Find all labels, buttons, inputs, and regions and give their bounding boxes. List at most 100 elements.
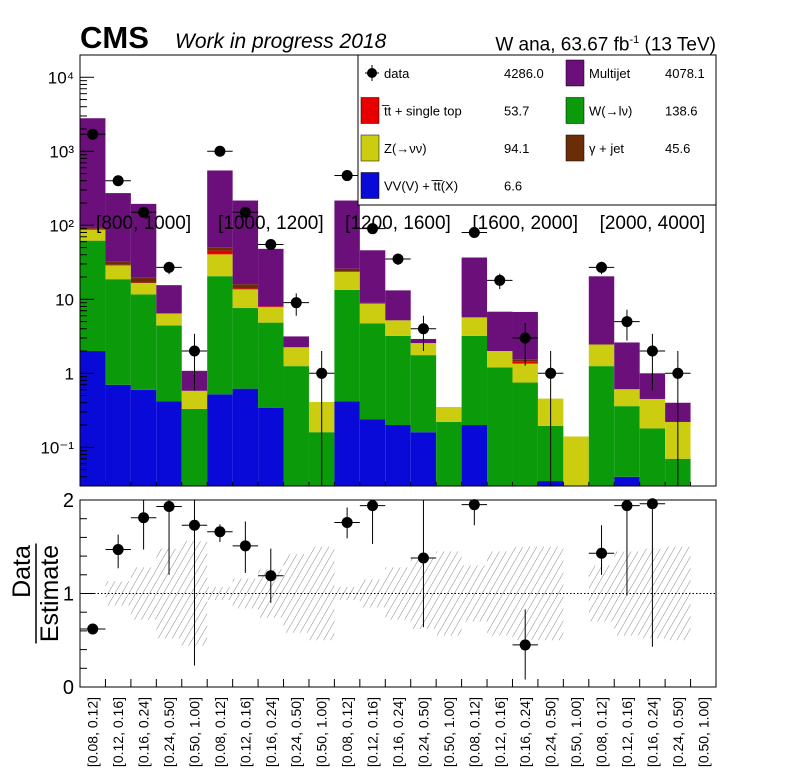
ratio-point — [621, 500, 633, 512]
x-tick-label: [0.24, 0.50] — [670, 697, 686, 767]
bar-vv — [461, 425, 488, 486]
ratio-point — [341, 516, 353, 528]
bar-multijet — [334, 200, 360, 269]
bar-vv — [334, 401, 360, 486]
bar-znunu — [461, 317, 488, 336]
bar-wlnu — [410, 355, 437, 433]
experiment-label: CMS — [80, 20, 149, 55]
bar-wlnu — [232, 308, 259, 389]
data-point — [367, 223, 379, 235]
bar-multijet — [487, 311, 513, 352]
bar-znunu — [232, 289, 259, 309]
bar-ttbar — [207, 250, 233, 255]
ratio-point — [214, 526, 226, 538]
bar-znunu — [181, 390, 208, 409]
legend-label: Z(→νν) — [384, 141, 427, 156]
lumi-suffix: (13 TeV) — [639, 34, 716, 56]
bar-multijet — [614, 342, 640, 390]
bar-wlnu — [130, 294, 157, 390]
bar-znunu — [614, 389, 640, 407]
bar-wlnu — [283, 366, 309, 486]
bar-gjet — [80, 226, 106, 229]
bar-multijet — [105, 193, 131, 262]
bar-wlnu — [156, 325, 182, 402]
x-tick-label: [0.50, 1.00] — [441, 697, 457, 767]
ratio-point — [519, 639, 531, 651]
data-point — [188, 345, 200, 357]
x-tick-label: [0.08, 0.12] — [339, 697, 355, 767]
data-point — [290, 297, 302, 309]
bar-multijet — [461, 257, 488, 318]
ratio-y-tick-label: 0 — [63, 677, 74, 699]
x-tick-label: [0.50, 1.00] — [314, 697, 330, 767]
legend-label: t̅t + single top — [382, 104, 462, 119]
data-point — [163, 261, 175, 273]
bar-znunu — [283, 347, 309, 367]
legend-value: 6.6 — [504, 179, 522, 194]
legend-data-marker — [367, 68, 377, 78]
data-point — [545, 367, 557, 379]
x-tick-label: [0.12, 0.16] — [619, 697, 635, 767]
bar-ttbar — [334, 271, 360, 272]
bar-gjet — [232, 284, 259, 289]
x-tick-label: [0.16, 0.24] — [517, 697, 533, 767]
legend-swatch-multijet — [565, 59, 585, 87]
x-tick-label: [0.12, 0.16] — [110, 697, 126, 767]
x-tick-label: [0.08, 0.12] — [212, 697, 228, 767]
legend-label: VV(V) + t̅t̅(X) — [384, 179, 458, 194]
bar-wlnu — [207, 276, 233, 395]
bar-ttbar — [80, 228, 106, 230]
ratio-ylabel-denominator: Estimate — [36, 545, 64, 642]
data-point — [239, 206, 251, 218]
region-label: [2000, 4000] — [600, 213, 706, 234]
status-label: Work in progress 2018 — [175, 30, 387, 53]
x-tick-label: [0.08, 0.12] — [466, 697, 482, 767]
bar-wlnu — [385, 335, 411, 426]
data-point — [519, 332, 531, 344]
legend-swatch-znunu — [360, 134, 380, 162]
bar-znunu — [80, 229, 106, 241]
x-tick-label: [0.50, 1.00] — [695, 697, 711, 767]
lumi-exponent: -1 — [629, 34, 640, 46]
data-point — [672, 367, 684, 379]
data-point — [646, 345, 658, 357]
region-labels: [800, 1000] [1000, 1200] [1200, 1600] [1600… — [96, 213, 705, 234]
bar-vv — [385, 425, 411, 486]
data-point — [494, 274, 506, 286]
x-tick-label: [0.16, 0.24] — [390, 697, 406, 767]
data-point — [468, 226, 480, 238]
ratio-point — [188, 519, 200, 531]
bar-vv — [130, 389, 157, 486]
x-tick-label: [0.24, 0.50] — [543, 697, 559, 767]
bar-ttbar — [258, 306, 284, 308]
bar-vv — [232, 388, 259, 486]
bar-multijet — [283, 336, 309, 348]
bar-wlnu — [258, 322, 284, 408]
bar-znunu — [105, 265, 131, 280]
bar-wlnu — [588, 366, 615, 486]
bar-znunu — [588, 344, 615, 367]
bar-znunu — [512, 363, 538, 383]
bar-vv — [258, 407, 284, 486]
data-point — [392, 253, 404, 265]
bar-gjet — [207, 247, 233, 251]
legend-value: 94.1 — [504, 141, 529, 156]
x-tick-label: [0.16, 0.24] — [263, 697, 279, 767]
ratio-ylabel-numerator: Data — [8, 545, 36, 598]
bar-vv — [156, 401, 182, 486]
main-plot-data-points — [80, 128, 691, 486]
legend-swatch-ttbar — [360, 97, 380, 124]
bar-multijet — [258, 248, 284, 307]
x-tick-label: [0.08, 0.12] — [85, 697, 101, 767]
bar-wlnu — [512, 382, 538, 486]
legend-value: 4078.1 — [665, 66, 705, 81]
legend-swatch-wlnu — [565, 97, 585, 124]
x-tick-label: [0.12, 0.16] — [365, 697, 381, 767]
legend-value: 4286.0 — [504, 66, 544, 81]
ratio-point — [87, 623, 99, 635]
region-label: [800, 1000] — [96, 213, 191, 234]
bar-znunu — [436, 407, 462, 422]
bar-znunu — [639, 398, 666, 429]
y-tick-label: 10⁴ — [48, 68, 74, 87]
